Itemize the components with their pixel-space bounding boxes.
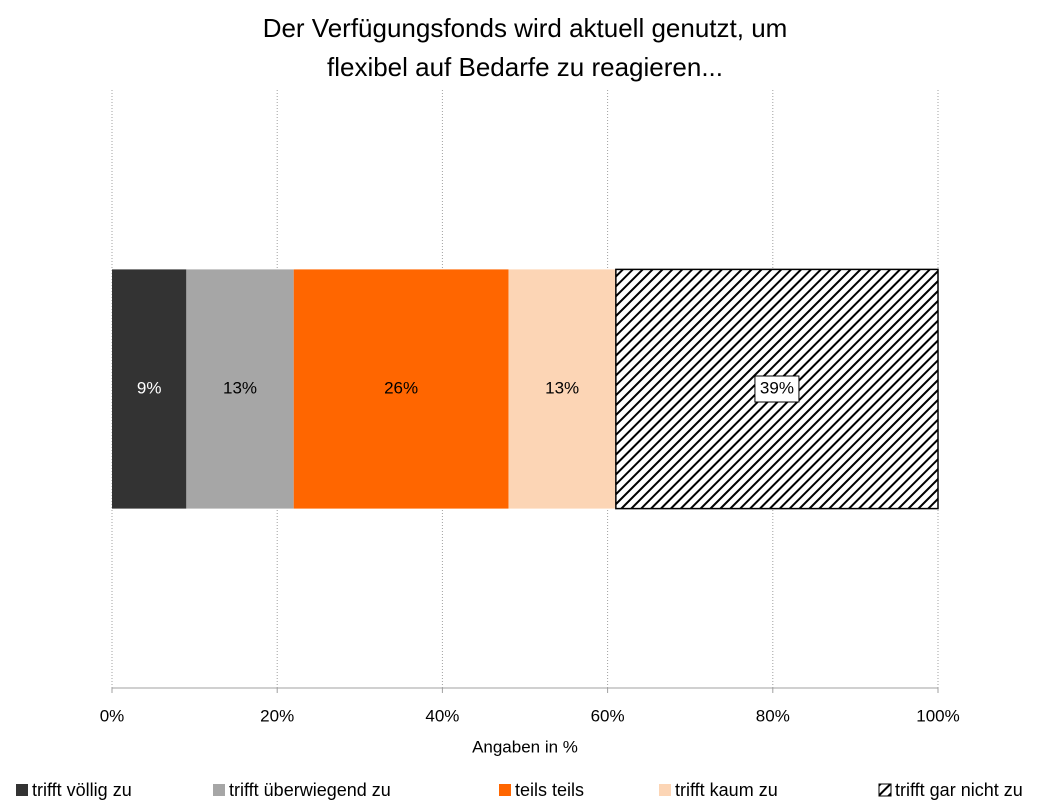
data-label: 26% <box>384 378 418 397</box>
data-label: 13% <box>545 378 579 397</box>
x-tick-label: 40% <box>425 706 459 725</box>
bar-segment <box>508 269 616 509</box>
x-tick-label: 0% <box>100 706 125 725</box>
legend-marker <box>213 784 225 796</box>
bar-segment <box>293 269 509 509</box>
legend-marker <box>659 784 671 796</box>
chart-title: Der Verfügungsfonds wird aktuell genutzt… <box>263 13 788 43</box>
bar-segment <box>112 269 187 509</box>
legend-marker <box>878 783 892 797</box>
bar-segment <box>186 269 294 509</box>
legend-label: teils teils <box>515 780 584 800</box>
x-tick-label: 20% <box>260 706 294 725</box>
legend-marker <box>499 784 511 796</box>
x-tick-label: 60% <box>591 706 625 725</box>
chart-title: flexibel auf Bedarfe zu reagieren... <box>327 52 723 82</box>
legend-label: trifft überwiegend zu <box>229 780 391 800</box>
legend-label: trifft völlig zu <box>32 780 132 800</box>
data-label: 9% <box>137 378 162 397</box>
legend-label: trifft gar nicht zu <box>895 780 1023 800</box>
data-label: 13% <box>223 378 257 397</box>
x-tick-label: 80% <box>756 706 790 725</box>
label-box <box>754 375 800 403</box>
legend-label: trifft kaum zu <box>675 780 778 800</box>
x-tick-label: 100% <box>916 706 959 725</box>
legend-marker <box>16 784 28 796</box>
x-axis-label: Angaben in % <box>472 737 578 756</box>
data-label: 39% <box>760 378 794 397</box>
